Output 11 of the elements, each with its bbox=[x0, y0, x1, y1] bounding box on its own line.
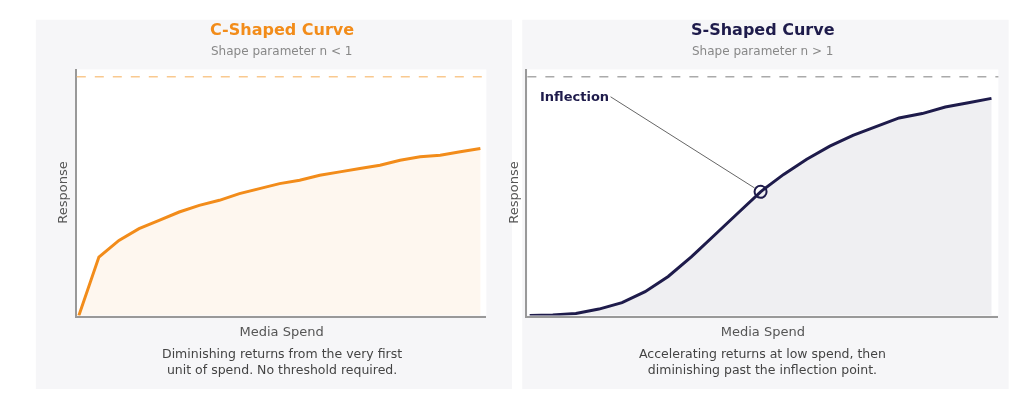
chart-title: S-Shaped Curve bbox=[691, 20, 835, 39]
text: Accelerating returns at low spend, then diminishing past the inflection point. bbox=[639, 346, 886, 378]
chart-subtitle: Shape parameter n > 1 bbox=[692, 44, 834, 58]
y-axis-title: Response bbox=[55, 161, 71, 224]
x-axis-title: Media Spend bbox=[720, 324, 805, 340]
chart-title: C-Shaped Curve bbox=[210, 20, 355, 39]
x-axis-title: Media Spend bbox=[239, 324, 324, 340]
text: Diminishing returns from the very first unit of spend. No threshold required. bbox=[162, 346, 403, 378]
chart-subtitle: Shape parameter n < 1 bbox=[211, 44, 353, 58]
annotation: Inflection bbox=[540, 89, 610, 104]
y-axis-title: Response bbox=[505, 161, 521, 224]
